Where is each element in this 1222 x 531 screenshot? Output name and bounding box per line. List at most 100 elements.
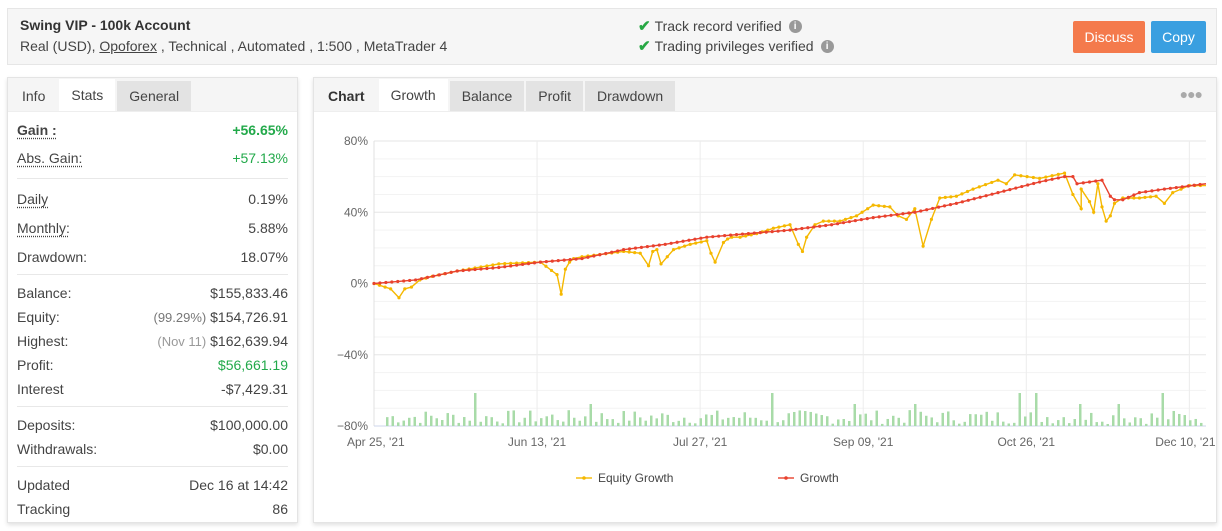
volume-bar xyxy=(490,417,493,426)
volume-bar xyxy=(809,411,812,426)
legend-item[interactable]: Equity Growth xyxy=(598,471,673,485)
volume-bar xyxy=(782,420,785,426)
volume-bar xyxy=(1024,416,1027,426)
volume-bar xyxy=(991,420,994,426)
volume-bar xyxy=(1172,410,1175,426)
volume-bar xyxy=(1051,423,1054,426)
trading-privileges-verified: ✔ Trading privileges verified i xyxy=(638,37,834,55)
withdrawals-row: Withdrawals: $0.00 xyxy=(17,441,288,457)
volume-bar xyxy=(1150,413,1153,426)
check-icon: ✔ xyxy=(638,38,651,55)
divider xyxy=(17,178,288,179)
volume-bar xyxy=(699,418,702,426)
copy-button[interactable]: Copy xyxy=(1151,21,1206,53)
volume-bar xyxy=(941,412,944,426)
volume-bar xyxy=(1178,413,1181,426)
drawdown-row: Drawdown: 18.07% xyxy=(17,249,288,265)
volume-bar xyxy=(485,416,488,426)
info-icon[interactable]: i xyxy=(788,19,802,33)
volume-bar xyxy=(738,417,741,426)
legend-item[interactable]: Growth xyxy=(800,471,839,485)
tab-balance[interactable]: Balance xyxy=(449,81,525,111)
volume-bar xyxy=(672,422,675,426)
volume-bar xyxy=(595,421,598,426)
volume-bar xyxy=(666,414,669,426)
volume-bar xyxy=(617,422,620,426)
volume-bar xyxy=(1079,404,1082,426)
volume-bar xyxy=(875,410,878,426)
volume-bar xyxy=(760,420,763,426)
volume-bar xyxy=(1156,417,1159,426)
tab-info[interactable]: Info xyxy=(22,88,46,104)
volume-bar xyxy=(897,417,900,426)
volume-bar xyxy=(413,416,416,426)
volume-bar xyxy=(892,415,895,426)
volume-bar xyxy=(397,422,400,426)
volume-bar xyxy=(1035,393,1038,426)
volume-bar xyxy=(584,416,587,426)
volume-bar xyxy=(452,414,455,426)
updated-row: Updated Dec 16 at 14:42 xyxy=(17,477,288,493)
volume-bar xyxy=(457,422,460,426)
tab-stats[interactable]: Stats xyxy=(59,79,116,111)
volume-bar xyxy=(925,415,928,426)
volume-bar xyxy=(815,413,818,426)
volume-bar xyxy=(831,423,834,426)
volume-bar xyxy=(1167,419,1170,426)
volume-bar xyxy=(1062,417,1065,426)
divider xyxy=(17,274,288,275)
volume-bar xyxy=(870,420,873,426)
ellipsis-icon[interactable]: ●●● xyxy=(1179,86,1203,102)
volume-bar xyxy=(551,414,554,426)
volume-bar xyxy=(611,419,614,426)
volume-bar xyxy=(468,420,471,426)
volume-bar xyxy=(1007,423,1010,426)
volume-bar xyxy=(1183,415,1186,426)
volume-bar xyxy=(386,417,389,426)
volume-bar xyxy=(919,411,922,426)
volume-bar xyxy=(391,416,394,426)
tab-profit[interactable]: Profit xyxy=(526,81,583,111)
interest-row: Interest -$7,429.31 xyxy=(17,381,288,397)
highest-row: Highest: (Nov 11) $162,639.94 xyxy=(17,333,288,349)
volume-bar xyxy=(600,413,603,426)
tab-drawdown[interactable]: Drawdown xyxy=(584,81,676,111)
volume-bar xyxy=(1200,422,1203,426)
discuss-button[interactable]: Discuss xyxy=(1073,21,1145,53)
volume-bar xyxy=(996,412,999,426)
volume-bar xyxy=(518,422,521,426)
volume-bar xyxy=(545,416,548,426)
volume-bar xyxy=(474,393,477,426)
volume-bar xyxy=(606,419,609,426)
volume-bar xyxy=(716,410,719,426)
volume-bar xyxy=(1101,421,1104,426)
volume-bar xyxy=(727,417,730,426)
volume-bar xyxy=(980,414,983,426)
tab-general[interactable]: General xyxy=(117,81,192,111)
volume-bar xyxy=(721,419,724,426)
info-icon[interactable]: i xyxy=(820,39,834,53)
volume-bar xyxy=(1084,419,1087,426)
daily-row: Daily 0.19% xyxy=(17,191,288,207)
volume-bar xyxy=(952,420,955,426)
volume-bar xyxy=(1073,419,1076,426)
monthly-row: Monthly: 5.88% xyxy=(17,220,288,236)
volume-bar xyxy=(776,422,779,426)
volume-bar xyxy=(507,410,510,426)
abs-gain-row: Abs. Gain: +57.13% xyxy=(17,150,288,166)
stats-tabs: Info Stats General xyxy=(8,78,297,112)
volume-bar xyxy=(430,415,433,426)
tracking-row: Tracking 86 xyxy=(17,501,288,517)
volume-bar xyxy=(1123,418,1126,426)
volume-bar xyxy=(556,420,559,426)
volume-bar xyxy=(936,422,939,426)
volume-bar xyxy=(1112,415,1115,426)
volume-bar xyxy=(765,420,768,426)
account-subtitle: Real (USD), Opoforex , Technical , Autom… xyxy=(20,38,448,54)
volume-bar xyxy=(479,421,482,426)
volume-bar xyxy=(842,418,845,426)
volume-bar xyxy=(710,414,713,426)
broker-link[interactable]: Opoforex xyxy=(99,38,157,54)
volume-bar xyxy=(677,420,680,426)
tab-growth[interactable]: Growth xyxy=(378,79,448,111)
